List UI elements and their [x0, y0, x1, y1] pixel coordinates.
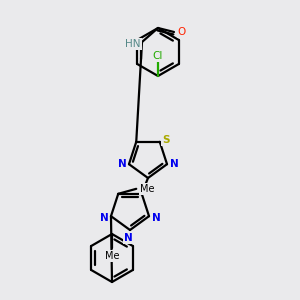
- Text: Me: Me: [105, 251, 119, 261]
- Text: N: N: [100, 213, 108, 223]
- Text: O: O: [178, 27, 186, 37]
- Text: Cl: Cl: [153, 51, 163, 61]
- Text: S: S: [162, 135, 169, 145]
- Text: N: N: [118, 159, 126, 169]
- Text: N: N: [169, 159, 178, 169]
- Text: N: N: [124, 233, 132, 243]
- Text: HN: HN: [125, 39, 141, 49]
- Text: Me: Me: [140, 184, 154, 194]
- Text: N: N: [152, 213, 160, 223]
